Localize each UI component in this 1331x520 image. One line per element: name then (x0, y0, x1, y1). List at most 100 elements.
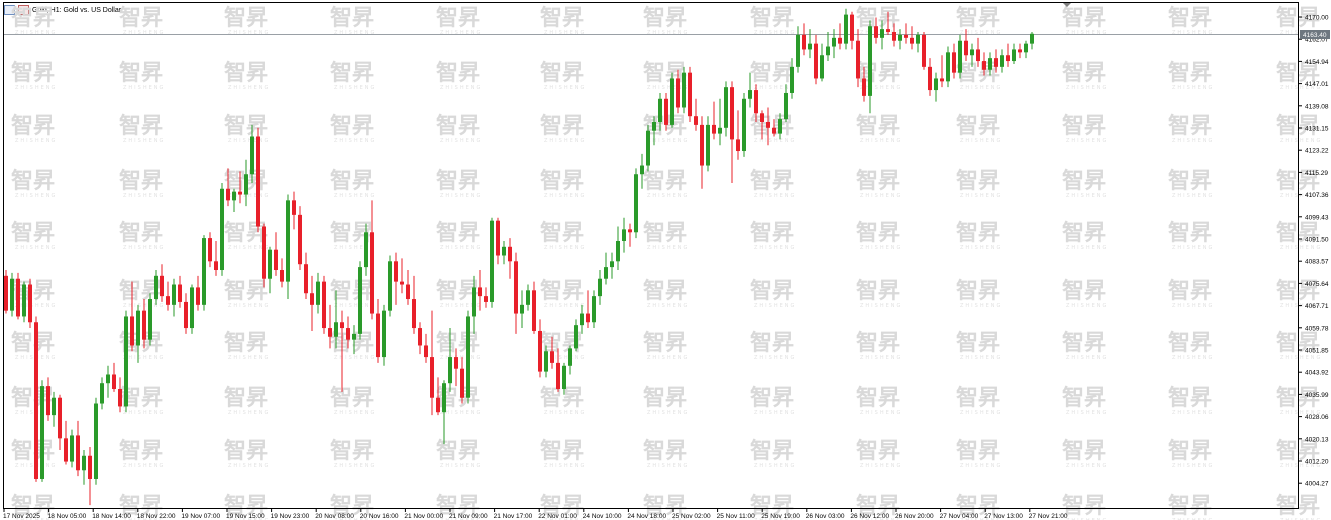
symbol-icon[interactable] (18, 5, 29, 15)
watermark-subtext: ZHISHENG (15, 30, 57, 36)
watermark-subtext: ZHISHENG (123, 410, 165, 416)
candle-body (778, 119, 782, 134)
y-tick-label: 4107.36 (1305, 192, 1329, 199)
shift-marker-icon[interactable] (1063, 3, 1071, 7)
candle (118, 377, 122, 413)
watermark-subtext: ZHISHENG (440, 193, 482, 199)
candle (1000, 49, 1004, 73)
watermark-logo: 智昇 (436, 113, 480, 139)
x-tick-label: 20 Nov 08:00 (315, 513, 354, 520)
watermark-logo: 智昇 (856, 438, 900, 464)
candle-body (718, 127, 722, 134)
watermark-subtext: ZHISHENG (1280, 355, 1322, 361)
candle-body (964, 40, 968, 56)
candle-body (934, 78, 938, 91)
candle-body (604, 267, 608, 279)
watermark-subtext: ZHISHENG (228, 463, 270, 469)
candle-body (994, 58, 998, 67)
watermark-subtext: ZHISHENG (960, 138, 1002, 144)
candle-body (652, 121, 656, 131)
candle (922, 32, 926, 70)
candle-body (28, 284, 32, 323)
watermark-subtext: ZHISHENG (228, 518, 270, 520)
candle-body (70, 435, 74, 462)
candle-body (352, 333, 356, 340)
candle (4, 270, 8, 314)
time-axis[interactable]: 17 Nov 2025 18 Nov 05:00 18 Nov 14:00 18 No… (3, 508, 1068, 520)
watermark-subtext: ZHISHENG (960, 303, 1002, 309)
candle (148, 293, 152, 346)
candle-body (172, 284, 176, 305)
candle-body (292, 200, 296, 215)
candle (754, 84, 758, 122)
chart-window-icon[interactable] (4, 5, 15, 15)
candle-body (988, 58, 992, 70)
watermark-subtext: ZHISHENG (1172, 138, 1214, 144)
watermark-subtext: ZHISHENG (647, 355, 689, 361)
watermark-subtext: ZHISHENG (1280, 85, 1322, 91)
candle (688, 66, 692, 122)
candle-body (856, 40, 860, 79)
candle (634, 168, 638, 239)
candle-body (364, 232, 368, 268)
candle-body (16, 278, 20, 317)
x-tick-label: 27 Nov 04:00 (940, 513, 979, 520)
candle (400, 258, 404, 294)
candle (532, 281, 536, 334)
candle-body (82, 455, 86, 471)
watermark-logo: 智昇 (436, 330, 480, 356)
candle-body (214, 261, 218, 271)
watermark-subtext: ZHISHENG (15, 245, 57, 251)
candle (424, 333, 428, 363)
candle-body (376, 313, 380, 358)
candle (340, 310, 344, 392)
candle-body (676, 78, 680, 108)
candle (520, 290, 524, 329)
watermark-subtext: ZHISHENG (754, 193, 796, 199)
candle-body (808, 43, 812, 50)
candle (982, 52, 986, 76)
watermark-logo: 智昇 (750, 60, 794, 86)
watermark-subtext: ZHISHENG (960, 410, 1002, 416)
candle (964, 29, 968, 62)
watermark-logo: 智昇 (643, 60, 687, 86)
candle (88, 447, 92, 506)
candle-body (10, 278, 14, 311)
watermark-subtext: ZHISHENG (647, 30, 689, 36)
watermark-subtext: ZHISHENG (1066, 138, 1108, 144)
candle (610, 252, 614, 279)
x-tick-label: 26 Nov 20:00 (895, 513, 934, 520)
candle (262, 223, 266, 288)
watermark-subtext: ZHISHENG (1066, 355, 1108, 361)
watermark-logo: 智昇 (856, 113, 900, 139)
candle (658, 92, 662, 131)
watermark-logo: 智昇 (436, 438, 480, 464)
candle-body (406, 284, 410, 300)
candle-body (94, 403, 98, 479)
candle (406, 270, 410, 305)
candle (28, 278, 32, 329)
candle (394, 252, 398, 305)
candle-body (1000, 55, 1004, 67)
watermark-subtext: ZHISHENG (754, 85, 796, 91)
x-tick-label: 20 Nov 16:00 (360, 513, 399, 520)
candle-body (862, 78, 866, 96)
watermark-subtext: ZHISHENG (1066, 193, 1108, 199)
price-axis[interactable]: 4170.00 4162.07 4154.94 4147.01 4139.08 4131.… (1298, 15, 1329, 488)
watermark-subtext: ZHISHENG (440, 245, 482, 251)
watermark-subtext: ZHISHENG (334, 245, 376, 251)
candle-body (706, 124, 710, 166)
chart-title: Gold, H1: Gold vs. US Dollar (32, 6, 122, 14)
candle (490, 217, 494, 308)
candle (664, 92, 668, 131)
candle (154, 270, 158, 305)
candle (52, 391, 56, 427)
candle-body (52, 397, 56, 416)
candle (958, 34, 962, 79)
watermark-subtext: ZHISHENG (754, 30, 796, 36)
watermark-subtext: ZHISHENG (440, 303, 482, 309)
watermark-logo: 智昇 (119, 113, 163, 139)
candle-body (1006, 55, 1010, 62)
watermark-logo: 智昇 (11, 5, 55, 31)
